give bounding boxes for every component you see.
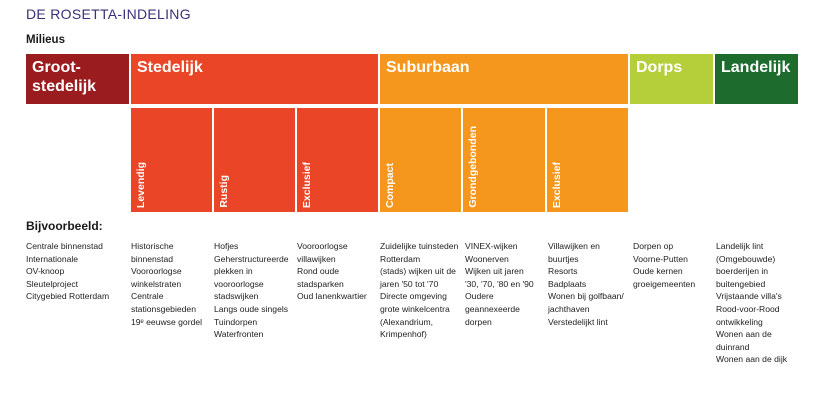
category-grootstedelijk: Groot- stedelijk (26, 54, 129, 104)
example-item: jaren '50 tot '70 (380, 278, 439, 289)
example-item: Rotterdam (380, 253, 421, 264)
examples-grootstedelijk: Centrale binnenstad Internationale OV-kn… (26, 240, 109, 303)
subcategory-compact: Compact (380, 108, 461, 212)
example-item: Langs oude singels (214, 303, 289, 314)
examples-grondgebonden: VINEX-wijken Woonerven Wijken uit jaren … (465, 240, 534, 328)
example-item: Historische (131, 241, 174, 251)
example-item: Internationale (26, 253, 79, 264)
example-item: Resorts (548, 266, 578, 277)
example-item: 19ᵉ eeuwse gordel (131, 316, 203, 327)
example-item: duinrand (716, 341, 750, 352)
example-item: Hofjes (214, 241, 239, 251)
example-item: villawijken (297, 253, 336, 264)
example-item: Directe omgeving (380, 291, 447, 302)
example-item: Geherstructureerde (214, 253, 289, 264)
example-item: Rond oude (297, 266, 340, 277)
example-item: Villawijken en (548, 241, 600, 251)
example-item: Rood-voor-Rood (716, 303, 780, 314)
example-item: stadsparken (297, 278, 344, 289)
subcategory-exclusief-stedelijk: Exclusief (297, 108, 378, 212)
example-item: Oud lanenkwartier (297, 291, 367, 302)
examples-compact: Zuidelijke tuinsteden Rotterdam (stads) … (380, 240, 458, 341)
example-item: Centrale binnenstad (26, 241, 103, 251)
example-item: stadswijken (214, 291, 259, 302)
milieus-heading: Milieus (26, 34, 65, 46)
example-item: Waterfronten (214, 329, 264, 340)
example-item: Wonen aan de dijk (716, 354, 788, 365)
example-item: (Alexandrium, (380, 316, 434, 327)
example-item: Wonen bij golfbaan/ (548, 291, 624, 302)
example-item: jachthaven (548, 303, 590, 314)
subcategory-grondgebonden: Grondgebonden (463, 108, 545, 212)
example-item: stationsgebieden (131, 303, 196, 314)
example-item: Vooroorlogse (131, 266, 182, 277)
example-item: '30, '70, '80 en '90 (465, 278, 534, 289)
example-item: plekken in (214, 266, 253, 277)
example-item: vooroorlogse (214, 278, 264, 289)
example-item: Tuindorpen (214, 316, 258, 327)
example-item: Dorpen op (633, 241, 674, 251)
example-item: Oudere (465, 291, 494, 302)
example-item: Woonerven (465, 253, 509, 264)
example-item: Wonen aan de (716, 329, 772, 340)
example-item: Wijken uit jaren (465, 266, 524, 277)
examples-rustig: Hofjes Geherstructureerde plekken in voo… (214, 240, 289, 341)
example-item: Vrijstaande villa's (716, 291, 782, 302)
example-item: boerderijen in (716, 266, 769, 277)
example-item: binnenstad (131, 253, 174, 264)
example-item: ontwikkeling (716, 316, 763, 327)
example-item: buurtjes (548, 253, 579, 264)
category-suburbaan: Suburbaan (380, 54, 628, 104)
example-item: Citygebied Rotterdam (26, 291, 110, 302)
example-item: Zuidelijke tuinsteden (380, 241, 459, 251)
example-item: winkelstraten (131, 278, 182, 289)
category-stedelijk: Stedelijk (131, 54, 378, 104)
category-dorps: Dorps (630, 54, 713, 104)
examples-dorps: Dorpen op Voorne-Putten Oude kernen groe… (633, 240, 695, 290)
page-title: DE ROSETTA-INDELING (26, 6, 191, 22)
example-item: OV-knoop (26, 266, 65, 277)
subcategory-levendig: Levendig (131, 108, 212, 212)
example-item: Voorne-Putten (633, 253, 688, 264)
example-item: grote winkelcentra (380, 303, 450, 314)
example-item: Oude kernen (633, 266, 683, 277)
examples-exclusief-stedelijk: Vooroorlogse villawijken Rond oude stads… (297, 240, 367, 303)
examples-exclusief-suburbaan: Villawijken en buurtjes Resorts Badplaat… (548, 240, 624, 328)
example-item: Landelijk lint (716, 241, 764, 251)
example-item: buitengebied (716, 278, 766, 289)
example-item: geannexeerde (465, 303, 520, 314)
subcategory-exclusief-suburbaan: Exclusief (547, 108, 628, 212)
example-item: Krimpenhof) (380, 329, 427, 340)
examples-heading: Bijvoorbeeld: (26, 219, 103, 233)
example-item: Sleutelproject (26, 278, 79, 289)
examples-levendig: Historische binnenstad Vooroorlogse wink… (131, 240, 202, 328)
example-item: VINEX-wijken (465, 241, 518, 251)
example-item: Badplaats (548, 278, 587, 289)
example-item: Centrale (131, 291, 164, 302)
example-item: Vooroorlogse (297, 241, 348, 251)
examples-landelijk: Landelijk lint (Omgebouwde) boerderijen … (716, 240, 787, 366)
example-item: Verstedelijkt lint (548, 316, 608, 327)
subcategory-rustig: Rustig (214, 108, 295, 212)
example-item: (stads) wijken uit de (380, 266, 456, 277)
example-item: dorpen (465, 316, 492, 327)
example-item: groeigemeenten (633, 278, 696, 289)
example-item: (Omgebouwde) (716, 253, 776, 264)
category-landelijk: Landelijk (715, 54, 798, 104)
